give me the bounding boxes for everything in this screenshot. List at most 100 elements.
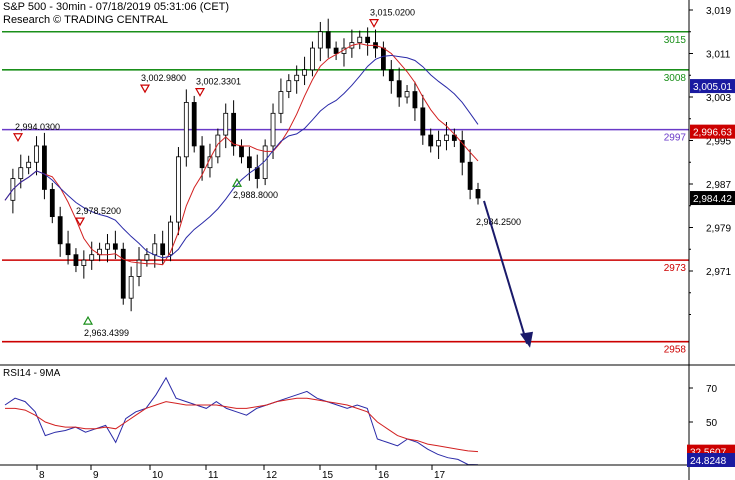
x-tick-label: 8 xyxy=(39,470,45,480)
x-tick-label: 12 xyxy=(266,470,278,480)
candle-body xyxy=(223,112,229,136)
candle-body xyxy=(57,216,63,245)
candle-body xyxy=(81,259,87,266)
candle-body xyxy=(420,107,426,136)
candle-body xyxy=(176,156,181,223)
candle-body xyxy=(380,47,386,71)
trough-marker xyxy=(231,178,243,187)
x-tick-label: 17 xyxy=(434,470,446,480)
forecast-arrow-head xyxy=(520,331,533,348)
candle-body xyxy=(239,145,244,158)
chart-title: S&P 500 - 30min - 07/18/2019 05:31:06 (C… xyxy=(3,1,230,13)
rsi-label: RSI14 - 9MA xyxy=(3,368,61,379)
price-tag-label: 2,996.63 xyxy=(693,128,732,139)
chart-subtitle: Research © TRADING CENTRAL xyxy=(3,14,168,26)
annotation-label: 2,994.0300 xyxy=(15,122,60,132)
candle-body xyxy=(317,31,323,49)
candle-body xyxy=(183,102,189,158)
y-tick-label: 2,995 xyxy=(706,137,731,148)
y-tick-label: 3,011 xyxy=(706,50,731,61)
rsi-plot xyxy=(4,376,479,466)
peak-marker xyxy=(139,84,151,94)
annotation-label: 3,002.3301 xyxy=(196,77,241,87)
candle-body xyxy=(191,102,197,147)
candle-body xyxy=(404,91,410,98)
candle-body xyxy=(412,91,418,109)
price-tag-label: 2,984.42 xyxy=(693,194,732,205)
rsi-y-tick-label: 70 xyxy=(706,384,718,395)
x-tick-label: 10 xyxy=(152,470,164,480)
candle-body xyxy=(231,112,237,147)
candle-body xyxy=(128,276,134,299)
peak-marker xyxy=(194,88,206,97)
rsi-tag xyxy=(687,453,735,467)
candle-body xyxy=(105,243,110,250)
candle-body xyxy=(112,243,118,250)
rsi-y-tick-label: 50 xyxy=(706,418,718,429)
candle-body xyxy=(436,140,441,147)
candle-body xyxy=(444,134,449,141)
x-tick-label: 15 xyxy=(322,470,334,480)
y-tick-label: 2,979 xyxy=(706,224,731,235)
candle-body xyxy=(18,167,24,179)
candle-body xyxy=(168,221,173,256)
candle-body xyxy=(199,145,205,169)
candle-body xyxy=(65,243,71,256)
peak-marker xyxy=(74,217,86,227)
annotation-label: 2,988.8000 xyxy=(233,190,278,200)
candle-body xyxy=(144,254,150,261)
candle-body xyxy=(325,31,331,49)
x-tick-label: 9 xyxy=(93,470,99,480)
level-label: 2958 xyxy=(664,345,687,356)
annotation-label: 2,978.5200 xyxy=(76,206,121,216)
candle-body xyxy=(459,140,465,163)
candle-body xyxy=(357,36,363,44)
level-label: 3015 xyxy=(664,35,687,46)
trough-marker xyxy=(82,315,94,325)
price-tag xyxy=(690,124,735,139)
candle-body xyxy=(120,248,126,299)
candle-body xyxy=(26,161,32,169)
candle-body xyxy=(136,259,142,277)
price-plot: 3015 3008 2997 2973 2958 2,994.0300 2,978.5200… xyxy=(2,8,689,356)
candle-body xyxy=(73,254,79,266)
candle-body xyxy=(365,36,371,44)
level-label: 2997 xyxy=(664,133,687,144)
y-tick-label: 3,003 xyxy=(706,93,731,104)
x-tick-label: 11 xyxy=(208,470,219,480)
candle-body xyxy=(294,74,300,82)
candle-body xyxy=(34,145,39,163)
y-tick-label: 2,987 xyxy=(706,180,731,191)
candle-body xyxy=(451,134,457,141)
candle-body xyxy=(310,47,315,71)
candle-body xyxy=(42,145,47,190)
peak-marker xyxy=(368,19,380,28)
candle-body xyxy=(278,91,284,114)
candle-body xyxy=(270,112,276,147)
candle-body xyxy=(302,69,307,76)
annotation-label: 3,002.9800 xyxy=(141,73,186,83)
x-tick-label: 16 xyxy=(378,470,390,480)
candle-body xyxy=(160,243,166,256)
candle-body xyxy=(333,47,339,54)
candle-body xyxy=(475,189,481,199)
candle-body xyxy=(388,69,394,82)
candle-body xyxy=(215,134,221,158)
candle-body xyxy=(49,189,55,218)
annotation-label: 2,984.2500 xyxy=(476,217,521,227)
moving-average-fast xyxy=(4,43,479,266)
candle-body xyxy=(246,156,252,169)
candle-body xyxy=(467,161,473,190)
candle-body xyxy=(428,134,434,147)
price-tag-label: 3,005.01 xyxy=(693,82,732,93)
forecast-arrow-line xyxy=(483,200,528,344)
candle-body xyxy=(89,254,95,261)
level-label: 3008 xyxy=(664,73,687,84)
moving-average-slow xyxy=(4,54,479,259)
price-tag xyxy=(690,79,735,94)
candle-body xyxy=(254,167,260,179)
rsi-ma-line xyxy=(5,397,479,453)
peak-marker xyxy=(12,133,24,142)
